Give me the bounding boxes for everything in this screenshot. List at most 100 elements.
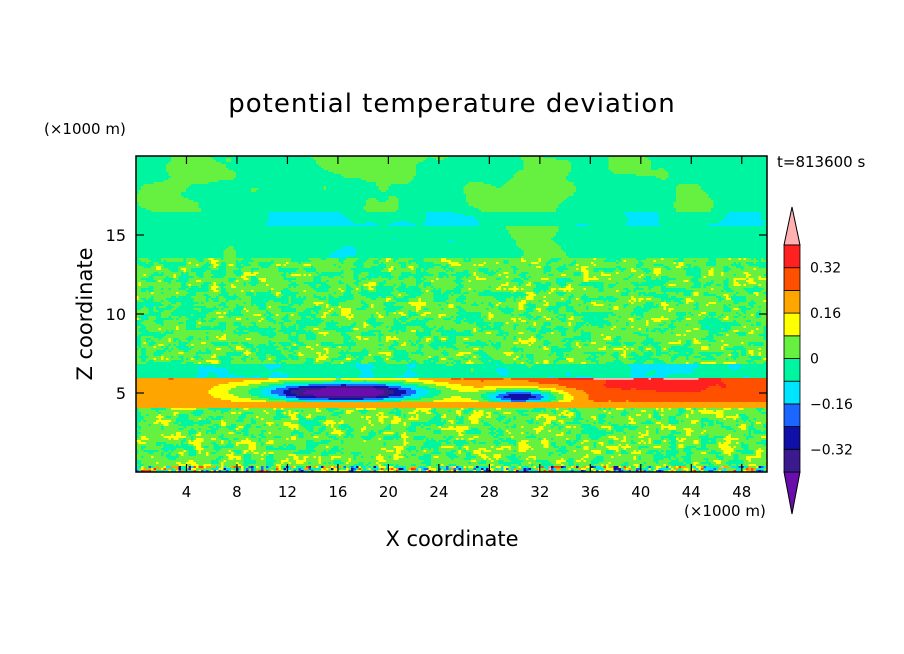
contour-cell (488, 156, 492, 159)
contour-cell (583, 166, 587, 169)
contour-cell (241, 158, 245, 161)
contour-cell (341, 174, 345, 177)
contour-cell (166, 160, 170, 163)
contour-cell (363, 172, 367, 175)
contour-cell (273, 160, 277, 163)
contour-cell (601, 156, 605, 159)
contour-cell (748, 168, 752, 171)
contour-cell (618, 156, 622, 159)
contour-cell (523, 166, 527, 169)
contour-cell (341, 156, 345, 159)
contour-cell (721, 164, 725, 167)
contour-cell (348, 162, 352, 165)
contour-cell (151, 168, 155, 171)
contour-cell (736, 166, 740, 169)
contour-cell (333, 156, 337, 159)
contour-cell (168, 174, 172, 177)
contour-cell (331, 158, 335, 161)
contour-cell (496, 164, 500, 167)
contour-cell (261, 166, 265, 169)
contour-cell (736, 168, 740, 171)
contour-cell (153, 164, 157, 167)
contour-cell (736, 170, 740, 173)
contour-cell (578, 164, 582, 167)
contour-cell (453, 158, 457, 161)
contour-cell (641, 172, 645, 175)
contour-cell (266, 158, 270, 161)
contour-cell (438, 166, 442, 169)
contour-cell (143, 158, 147, 161)
contour-cell (753, 172, 757, 175)
contour-cell (331, 168, 335, 171)
contour-cell (496, 166, 500, 169)
contour-cell (396, 164, 400, 167)
contour-cell (258, 164, 262, 167)
contour-cell (356, 166, 360, 169)
contour-cell (566, 168, 570, 171)
contour-cell (356, 168, 360, 171)
contour-cell (616, 170, 620, 173)
contour-cell (763, 168, 767, 171)
contour-cell (331, 172, 335, 175)
contour-cell (456, 156, 460, 159)
contour-cell (691, 168, 695, 171)
contour-cell (521, 158, 525, 161)
contour-cell (436, 166, 440, 169)
contour-cell (653, 170, 657, 173)
contour-cell (236, 164, 240, 167)
contour-cell (191, 174, 195, 177)
contour-cell (393, 168, 397, 171)
contour-cell (243, 166, 247, 169)
contour-cell (741, 156, 745, 159)
contour-cell (171, 174, 175, 177)
contour-cell (423, 158, 427, 161)
contour-cell (661, 164, 665, 167)
contour-cell (233, 164, 237, 167)
contour-cell (198, 162, 202, 165)
contour-cell (226, 174, 230, 177)
contour-cell (143, 162, 147, 165)
contour-cell (718, 162, 722, 165)
contour-cell (738, 172, 742, 175)
contour-cell (533, 156, 537, 159)
contour-cell (328, 168, 332, 171)
contour-cell (598, 156, 602, 159)
contour-cell (673, 162, 677, 165)
contour-cell (413, 156, 417, 159)
contour-cell (523, 158, 527, 161)
contour-cell (293, 168, 297, 171)
contour-cell (716, 160, 720, 163)
contour-cell (506, 172, 510, 175)
contour-cell (276, 168, 280, 171)
contour-cell (663, 158, 667, 161)
contour-cell (253, 156, 257, 159)
contour-cell (343, 156, 347, 159)
contour-cell (238, 168, 242, 171)
contour-cell (536, 170, 540, 173)
contour-cell (718, 172, 722, 175)
contour-cell (233, 174, 237, 177)
contour-cell (418, 164, 422, 167)
contour-cell (361, 166, 365, 169)
contour-cell (276, 160, 280, 163)
contour-cell (463, 168, 467, 171)
contour-cell (201, 172, 205, 175)
contour-cell (743, 172, 747, 175)
contour-cell (688, 164, 692, 167)
contour-cell (446, 166, 450, 169)
contour-cell (633, 166, 637, 169)
contour-cell (141, 174, 145, 177)
contour-cell (728, 162, 732, 165)
contour-cell (166, 156, 170, 159)
contour-cell (528, 166, 532, 169)
contour-cell (546, 166, 550, 169)
contour-cell (396, 156, 400, 159)
contour-cell (586, 162, 590, 165)
contour-cell (323, 156, 327, 159)
contour-cell (143, 156, 147, 159)
contour-cell (286, 170, 290, 173)
contour-cell (606, 164, 610, 167)
contour-cell (631, 164, 635, 167)
contour-cell (236, 168, 240, 171)
contour-cell (511, 164, 515, 167)
